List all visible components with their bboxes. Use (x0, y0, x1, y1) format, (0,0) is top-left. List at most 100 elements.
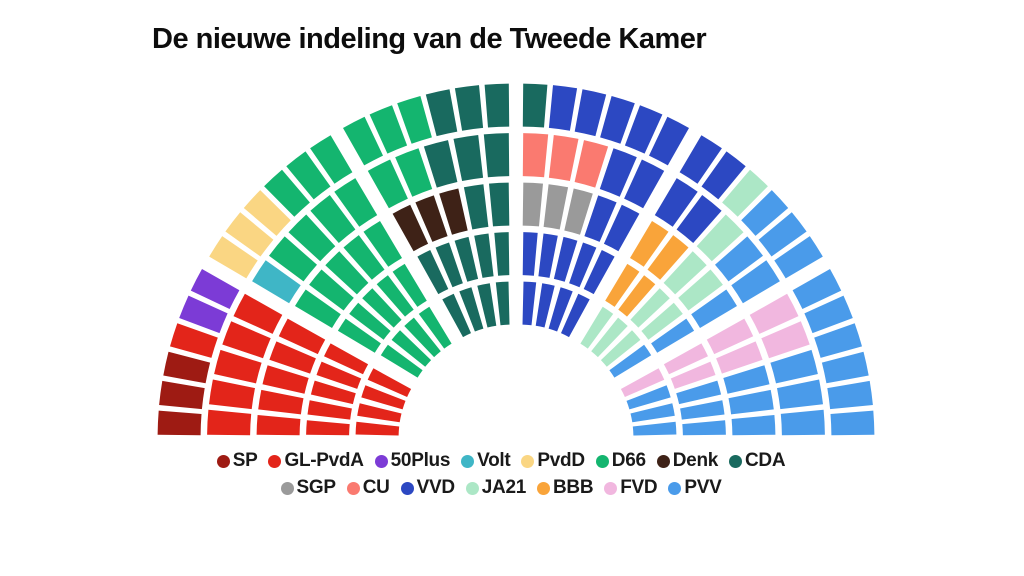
legend-item-BBB: BBB (536, 477, 594, 499)
seat-CDA (453, 135, 484, 181)
seat-CDA (425, 89, 458, 137)
legend-dot-icon (536, 481, 550, 495)
seat-BBB (630, 221, 669, 267)
seat-CDA (435, 242, 463, 288)
seat-VVD (553, 236, 578, 282)
seat-JA21 (696, 214, 744, 262)
legend-label: 50Plus (390, 450, 451, 471)
seat-VVD (654, 178, 698, 227)
seat-PVV (830, 410, 875, 436)
legend-item-D66: D66 (595, 450, 646, 472)
seat-PVV (741, 190, 789, 236)
seat-D66 (343, 116, 383, 166)
legend-dot-icon (216, 454, 230, 468)
legend-label: JA21 (481, 477, 527, 498)
seat-D66 (337, 318, 381, 353)
seat-GL-PvdA (207, 409, 252, 436)
seat-PvdD (209, 236, 258, 279)
fan-6 (620, 269, 875, 436)
seat-VVD (574, 89, 607, 137)
legend-dot-icon (374, 454, 388, 468)
seat-PVV (715, 236, 763, 282)
legend-item-SGP: SGP (280, 477, 336, 499)
legend-item-JA21: JA21 (465, 477, 527, 499)
seat-D66 (325, 251, 369, 295)
seat-JA21 (591, 317, 628, 358)
seat-VVD (624, 105, 663, 154)
seat-JA21 (722, 169, 768, 217)
legend-dot-icon (656, 454, 670, 468)
seat-PVV (632, 421, 677, 436)
seat-CDA (423, 140, 458, 188)
seat-VVD (569, 242, 597, 288)
seat-CDA (495, 281, 510, 326)
seat-JA21 (580, 306, 614, 349)
seat-Denk (415, 195, 448, 242)
legend-dot-icon (521, 454, 535, 468)
legend-label: CU (362, 477, 390, 498)
seat-PVV (609, 344, 652, 378)
seat-JA21 (641, 302, 683, 340)
seat-D66 (309, 269, 354, 311)
seat-PVV (630, 403, 675, 423)
seat-PVV (792, 269, 842, 309)
seat-BBB (618, 275, 656, 317)
legend-item-CDA: CDA (729, 450, 786, 472)
seat-GL-PvdA (367, 368, 412, 397)
fan-4 (522, 83, 689, 338)
seat-D66 (397, 96, 432, 144)
seat-D66 (334, 178, 378, 227)
legend-dot-icon (595, 454, 609, 468)
seat-GL-PvdA (306, 420, 350, 436)
fan-1 (157, 269, 412, 436)
seat-PVV (804, 295, 853, 334)
seat-FVD (706, 318, 754, 355)
legend-label: Volt (477, 450, 511, 471)
seat-VVD (600, 96, 635, 144)
seat-GL-PvdA (209, 379, 255, 410)
legend-item-50Plus: 50Plus (374, 450, 451, 472)
seat-CDA (417, 250, 449, 295)
seat-GL-PvdA (233, 293, 283, 334)
seat-GL-PvdA (222, 321, 271, 359)
seat-PVV (723, 365, 770, 394)
seat-Denk (439, 188, 468, 235)
legend-dot-icon (465, 481, 479, 495)
seat-FVD (749, 293, 799, 334)
seat-PVV (774, 236, 823, 279)
legend-label: Denk (672, 450, 719, 471)
seat-CDA (483, 133, 510, 178)
seat-D66 (349, 302, 391, 340)
seat-D66 (404, 317, 441, 358)
legend-item-Volt: Volt (461, 450, 511, 472)
seat-GL-PvdA (262, 365, 309, 394)
seat-SGP (522, 182, 543, 227)
fan-5 (580, 135, 823, 378)
seat-PVV (676, 380, 722, 405)
seat-SGP (564, 188, 593, 235)
seat-CDA (477, 283, 497, 328)
legend-dot-icon (461, 454, 475, 468)
seat-D66 (286, 151, 331, 200)
seat-PVV (821, 351, 869, 384)
seat-VVD (561, 293, 590, 338)
seat-D66 (376, 275, 414, 317)
legend-dot-icon (668, 481, 682, 495)
legend-label: PvdD (537, 450, 585, 471)
seat-GL-PvdA (269, 341, 316, 374)
seat-PVV (777, 379, 823, 410)
seat-GL-PvdA (310, 380, 356, 405)
seat-CDA (474, 233, 494, 278)
seat-FVD (620, 368, 665, 397)
seat-GL-PvdA (361, 385, 406, 410)
seat-PVV (626, 385, 671, 410)
legend-label: BBB (552, 477, 594, 498)
seat-PVV (651, 318, 695, 353)
seat-JA21 (630, 288, 670, 328)
seat-BBB (647, 235, 689, 280)
seat-D66 (369, 105, 408, 154)
seat-JA21 (678, 269, 723, 311)
legend-item-PVV: PVV (668, 477, 722, 499)
